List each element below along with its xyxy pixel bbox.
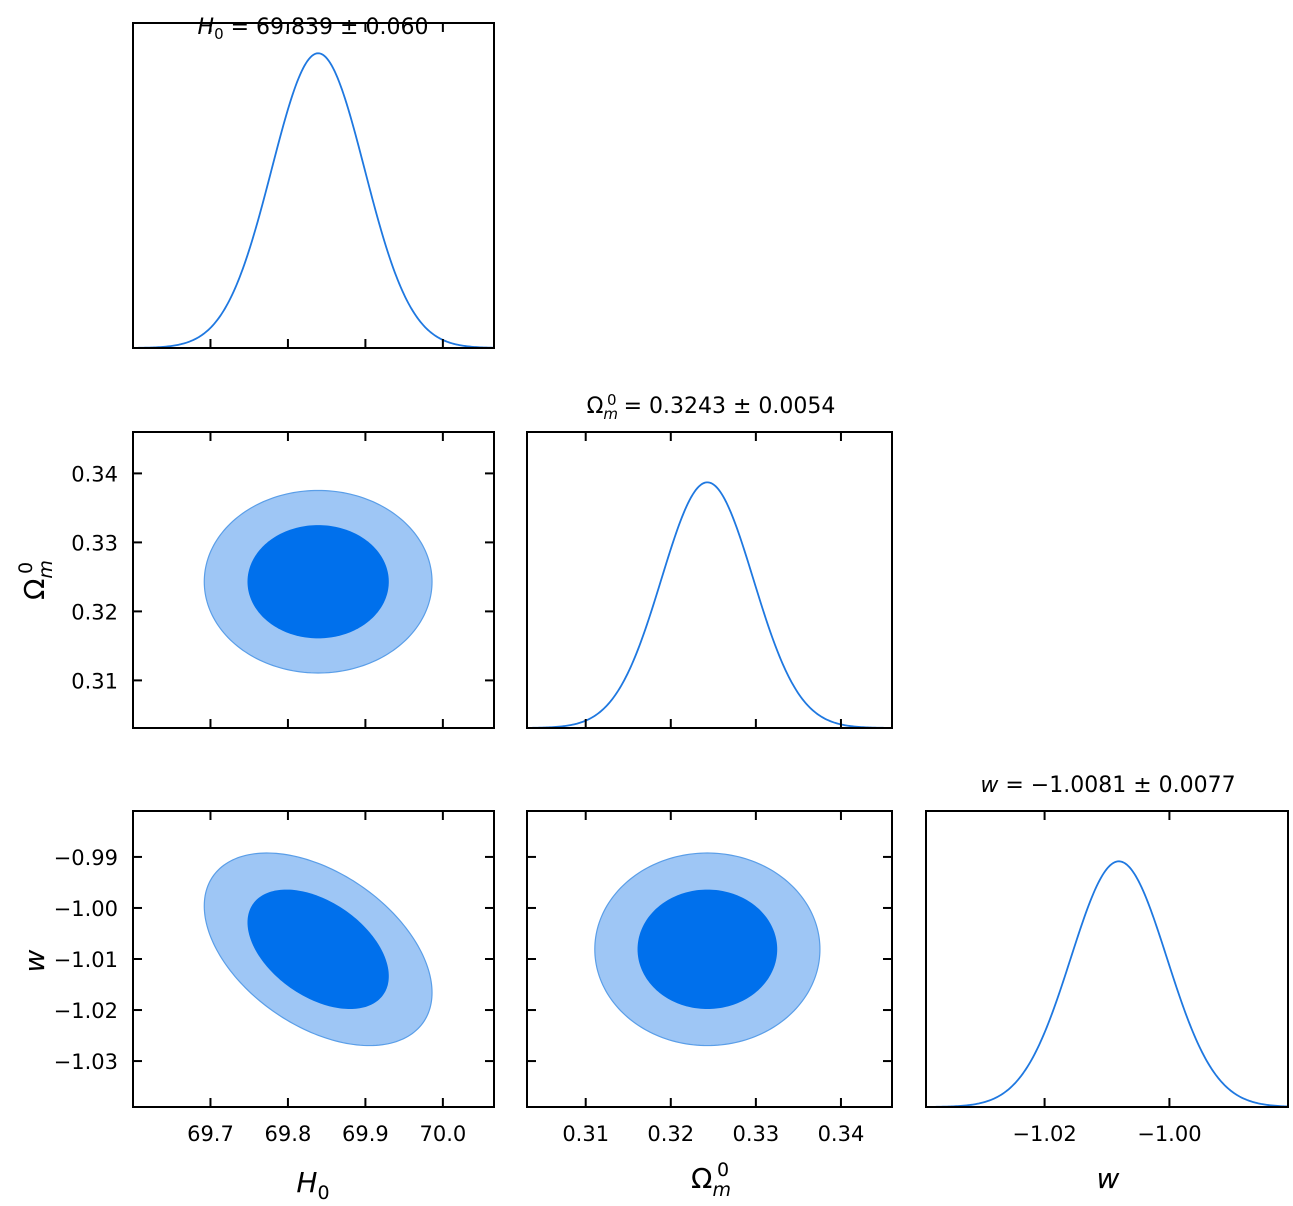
ylabel-w: w xyxy=(18,949,51,972)
xtick-label-om: 0.32 xyxy=(647,1122,694,1146)
contour-68-H0-Om xyxy=(247,525,389,639)
xtick-label-w: −1.00 xyxy=(1137,1122,1201,1146)
ytick-label-w: −1.00 xyxy=(54,897,118,921)
contour-H0-Om-frame xyxy=(132,431,495,729)
contour-68-H0-w xyxy=(247,889,389,1010)
xtick-label-om: 0.31 xyxy=(562,1122,609,1146)
marginal-w-frame xyxy=(925,810,1289,1108)
ytick-label-om: 0.33 xyxy=(71,531,118,555)
panel-h0-w-contour xyxy=(132,810,495,1108)
title-w: w = −1.0081 ± 0.0077 xyxy=(980,773,1235,798)
ytick-label-om: 0.32 xyxy=(71,600,118,624)
panel-w-marginal xyxy=(925,810,1289,1108)
ylabel-om: Ωm0 xyxy=(15,560,57,600)
xlabel-w: w xyxy=(1097,1162,1120,1195)
marginal-curve-H0 xyxy=(132,52,495,349)
ytick-label-om: 0.34 xyxy=(71,462,118,486)
xlabel-om: Ωm0 xyxy=(691,1159,731,1201)
title-h0: H0 = 69.839 ± 0.060 xyxy=(198,15,429,43)
ytick-label-w: −0.99 xyxy=(54,846,118,870)
xtick-label-h0: 69.9 xyxy=(342,1122,389,1146)
title-om: Ωm0 = 0.3243 ± 0.0054 xyxy=(587,391,836,423)
panel-h0-om-contour xyxy=(132,431,495,729)
marginal-H0-frame xyxy=(132,22,495,349)
panel-h0-marginal xyxy=(132,22,495,349)
marginal-curve-Om xyxy=(526,481,893,729)
xtick-label-h0: 70.0 xyxy=(419,1122,466,1146)
marginal-Om-frame xyxy=(526,431,893,729)
ytick-label-w: −1.03 xyxy=(54,1050,118,1074)
xtick-label-w: −1.02 xyxy=(1012,1122,1076,1146)
xtick-label-h0: 69.7 xyxy=(187,1122,234,1146)
ytick-label-w: −1.01 xyxy=(54,948,118,972)
xtick-label-h0: 69.8 xyxy=(265,1122,312,1146)
tick-labels: 69.7 69.8 69.9 70.0 0.31 0.32 0.33 0.34 −1.02 −1.… xyxy=(54,462,1202,1146)
marginal-curve-w xyxy=(925,860,1289,1108)
xlabel-h0: H0 xyxy=(296,1166,329,1201)
ytick-label-w: −1.02 xyxy=(54,999,118,1023)
panel-om-w-contour xyxy=(526,810,893,1108)
xtick-label-om: 0.33 xyxy=(732,1122,779,1146)
xtick-label-om: 0.34 xyxy=(818,1122,865,1146)
contour-68-Om-w xyxy=(637,889,778,1010)
ytick-label-om: 0.31 xyxy=(71,669,118,693)
panel-om-marginal xyxy=(526,431,893,729)
